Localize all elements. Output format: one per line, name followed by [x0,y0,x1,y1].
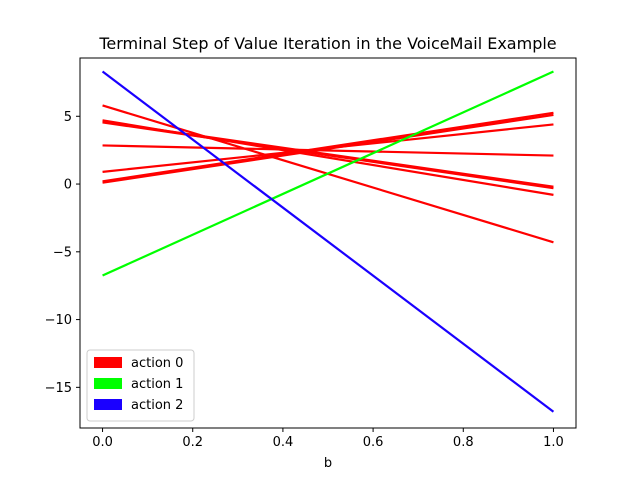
x-axis-label: b [324,456,332,471]
x-tick-label: 0.0 [92,435,113,450]
x-tick-label: 0.2 [182,435,203,450]
y-tick-label: −5 [53,245,72,260]
legend-swatch-action-2 [94,399,122,410]
series-line-action-1-8 [102,70,554,277]
legend-swatch-action-0 [94,357,122,368]
legend-label-action-2: action 2 [131,398,183,413]
y-tick-label: 0 [64,178,72,193]
y-tick-label: −10 [45,313,72,328]
series-line-action-0-4 [102,144,554,157]
x-tick-label: 0.6 [363,435,384,450]
y-tick-label: 5 [64,110,72,125]
y-tick-label: −15 [45,381,72,396]
x-tick-label: 0.4 [273,435,294,450]
x-tick-label: 0.8 [453,435,474,450]
legend-swatch-action-1 [94,378,122,389]
chart-title: Terminal Step of Value Iteration in the … [98,34,556,53]
legend-label-action-1: action 1 [131,377,183,392]
series-line-action-0-7 [102,113,554,184]
series-layer [101,70,555,413]
series-line-action-0-3 [102,121,554,190]
y-axis: 5 0 −5 −10 −15 [45,110,80,396]
series-line-action-0-6 [102,111,554,183]
x-axis: 0.0 0.2 0.4 0.6 0.8 1.0 [92,428,564,450]
legend-label-action-0: action 0 [131,356,183,371]
series-line-action-2-9 [101,70,555,413]
legend: action 0 action 1 action 2 [86,349,195,422]
x-tick-label: 1.0 [543,435,564,450]
plot-frame [79,57,577,429]
